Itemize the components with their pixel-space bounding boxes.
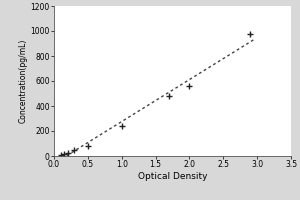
Y-axis label: Concentration(pg/mL): Concentration(pg/mL) bbox=[19, 39, 28, 123]
X-axis label: Optical Density: Optical Density bbox=[138, 172, 207, 181]
